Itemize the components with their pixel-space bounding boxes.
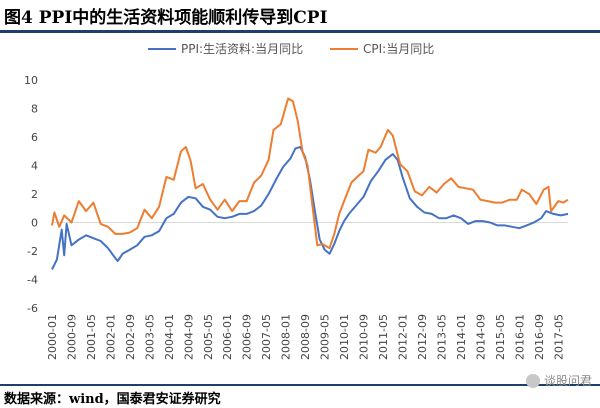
x-tick-label: 2002-01: [104, 314, 117, 360]
x-tick-label: 2003-05: [143, 314, 156, 360]
x-tick-label: 2008-01: [280, 314, 293, 360]
x-tick-label: 2012-09: [416, 314, 429, 360]
x-tick-label: 2000-09: [65, 314, 78, 360]
title-rule: [0, 30, 600, 33]
source-note: 数据来源：wind，国泰君安证券研究: [4, 392, 221, 407]
x-tick-label: 2005-05: [202, 314, 215, 360]
y-tick-label: -4: [27, 274, 38, 287]
y-tick-label: 2: [31, 188, 38, 201]
y-tick-label: 6: [31, 131, 38, 144]
x-tick-label: 2016-09: [533, 314, 546, 360]
x-tick-label: 2011-05: [377, 314, 390, 360]
x-tick-label: 2000-01: [46, 314, 59, 360]
y-tick-label: -2: [27, 245, 38, 258]
x-tick-label: 2012-01: [396, 314, 409, 360]
figure-title: 图4 PPI中的生活资料项能顺利传导到CPI: [4, 8, 328, 28]
x-tick-label: 2007-05: [260, 314, 273, 360]
x-tick-label: 2009-05: [319, 314, 332, 360]
x-tick-label: 2006-09: [241, 314, 254, 360]
x-tick-label: 2006-01: [221, 314, 234, 360]
x-tick-label: 2014-09: [474, 314, 487, 360]
x-tick-label: 2017-05: [552, 314, 565, 360]
y-tick-label: 4: [31, 160, 38, 173]
x-tick-label: 2002-09: [124, 314, 137, 360]
x-tick-label: 2010-09: [358, 314, 371, 360]
watermark: 谈股问君: [525, 372, 592, 389]
wechat-icon: [525, 373, 540, 388]
x-tick-label: 2004-09: [182, 314, 195, 360]
line-chart: -6 -4 -2 0 2 4 6 8 10 2000-01 2000-09 2001-05 2002-0…: [24, 42, 569, 360]
ppi-living-goods-line: [51, 146, 569, 270]
x-tick-label: 2016-01: [513, 314, 526, 360]
legend-label: CPI:当月同比: [363, 42, 434, 56]
x-tick-label: 2015-05: [494, 314, 507, 360]
x-tick-label: 2014-01: [455, 314, 468, 360]
legend-label: PPI:生活资料:当月同比: [181, 42, 303, 56]
x-tick-label: 2004-01: [163, 314, 176, 360]
x-tick-label: 2013-05: [435, 314, 448, 360]
y-tick-label: 8: [31, 103, 38, 116]
x-tick-label: 2010-01: [338, 314, 351, 360]
cpi-line: [51, 97, 569, 250]
watermark-text: 谈股问君: [543, 374, 592, 388]
source-rule: [0, 384, 600, 386]
y-tick-label: -6: [27, 302, 38, 315]
x-tick-label: 2001-05: [85, 314, 98, 360]
y-tick-label: 0: [31, 217, 38, 230]
y-tick-label: 10: [24, 74, 38, 87]
x-tick-label: 2008-09: [299, 314, 312, 360]
